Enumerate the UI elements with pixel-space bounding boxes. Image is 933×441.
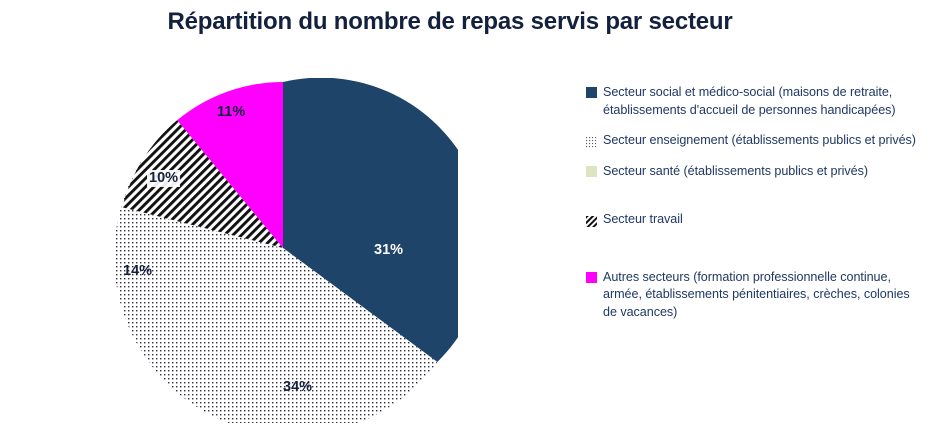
pie-slice-secteur-travail [122,120,283,248]
legend-item-secteur-sante[interactable]: Secteur santé (établissements publics et… [586,163,926,181]
legend-item-secteur-social[interactable]: Secteur social et médico-social (maisons… [586,84,926,119]
legend-item-secteur-travail[interactable]: Secteur travail [586,211,926,229]
pie-slice-autres-secteurs [177,82,283,248]
legend-swatch-solid-pale-green-icon [586,165,597,177]
legend-swatch-diagonal-stripes-icon [586,214,597,227]
legend-item-secteur-enseignement[interactable]: Secteur enseignement (établissements pub… [586,132,926,150]
legend-swatch-solid-magenta-icon [586,271,597,283]
pie-label-secteur-social: 31% [374,242,404,258]
legend-swatch-solid-navy-icon [586,87,597,98]
legend-label-secteur-enseignement: Secteur enseignement (établissements pub… [603,133,916,147]
pie-label-secteur-enseignement: 34% [283,379,313,395]
pie-chart-plot-area: 31% 34% 14% 10% 11% [108,78,458,423]
pie-label-secteur-sante: 14% [123,263,153,279]
legend-label-autres-secteurs: Autres secteurs (formation professionnel… [603,269,910,319]
pie-label-secteur-travail: 10% [147,170,181,187]
legend-item-autres-secteurs[interactable]: Autres secteurs (formation professionnel… [586,269,926,322]
pie-label-autres-secteurs: 11% [217,104,246,120]
legend-label-secteur-sante: Secteur santé (établissements publics et… [603,163,868,178]
pie-slice-secteur-social [283,78,458,363]
legend-swatch-dotted-icon [586,135,597,148]
legend-label-secteur-travail: Secteur travail [603,212,683,226]
chart-legend: Secteur social et médico-social (maisons… [586,84,926,334]
chart-title: Répartition du nombre de repas servis pa… [167,8,733,35]
pie-svg [114,78,458,423]
legend-label-secteur-social: Secteur social et médico-social (maisons… [603,85,896,117]
